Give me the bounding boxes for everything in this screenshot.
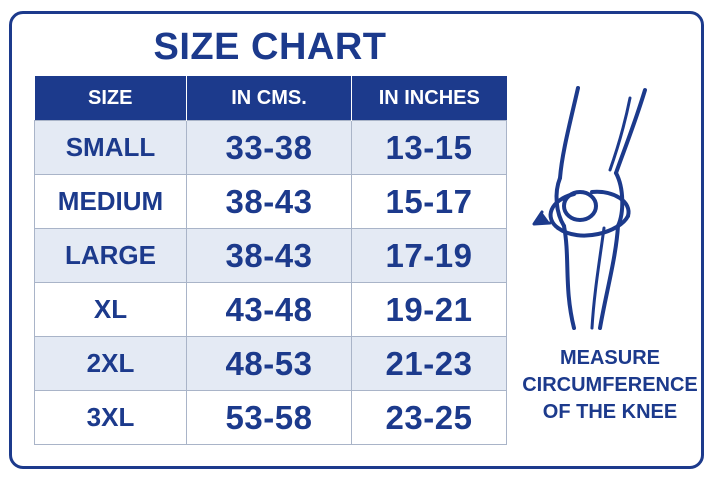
size-cell: 2XL (34, 336, 187, 391)
cms-cell: 53-58 (186, 390, 352, 445)
inches-cell: 23-25 (351, 390, 507, 445)
page-title: SIZE CHART (153, 26, 387, 68)
inches-cell: 17-19 (351, 228, 507, 283)
table-header-row: SIZE IN CMS. IN INCHES (34, 76, 507, 121)
caption-line: MEASURE (559, 347, 660, 369)
cms-cell: 38-43 (186, 228, 352, 283)
size-table: SIZE IN CMS. IN INCHES SMALL 33-38 13-15… (34, 76, 507, 445)
table-row: LARGE 38-43 17-19 (34, 228, 507, 283)
caption-line: OF THE KNEE (542, 401, 678, 423)
cms-cell: 33-38 (186, 120, 352, 175)
inches-cell: 13-15 (351, 120, 507, 175)
chart-frame (9, 11, 704, 469)
cms-cell: 38-43 (186, 174, 352, 229)
table-row: XL 43-48 19-21 (34, 282, 507, 337)
column-header-inches: IN INCHES (351, 76, 507, 121)
size-cell: XL (34, 282, 187, 337)
inches-cell: 19-21 (351, 282, 507, 337)
table-row: 3XL 53-58 23-25 (34, 390, 507, 445)
size-cell: SMALL (34, 120, 187, 175)
size-cell: MEDIUM (34, 174, 187, 229)
inches-cell: 15-17 (351, 174, 507, 229)
column-header-cms: IN CMS. (186, 76, 352, 121)
table-row: 2XL 48-53 21-23 (34, 336, 507, 391)
column-header-size: SIZE (34, 76, 187, 121)
size-cell: 3XL (34, 390, 187, 445)
table-row: MEDIUM 38-43 15-17 (34, 174, 507, 229)
size-cell: LARGE (34, 228, 187, 283)
cms-cell: 48-53 (186, 336, 352, 391)
caption-line: CIRCUMFERENCE (522, 374, 698, 396)
knee-measurement-icon (520, 78, 710, 348)
measure-caption: MEASURE CIRCUMFERENCE OF THE KNEE (510, 345, 710, 426)
table-row: SMALL 33-38 13-15 (34, 120, 507, 175)
inches-cell: 21-23 (351, 336, 507, 391)
cms-cell: 43-48 (186, 282, 352, 337)
